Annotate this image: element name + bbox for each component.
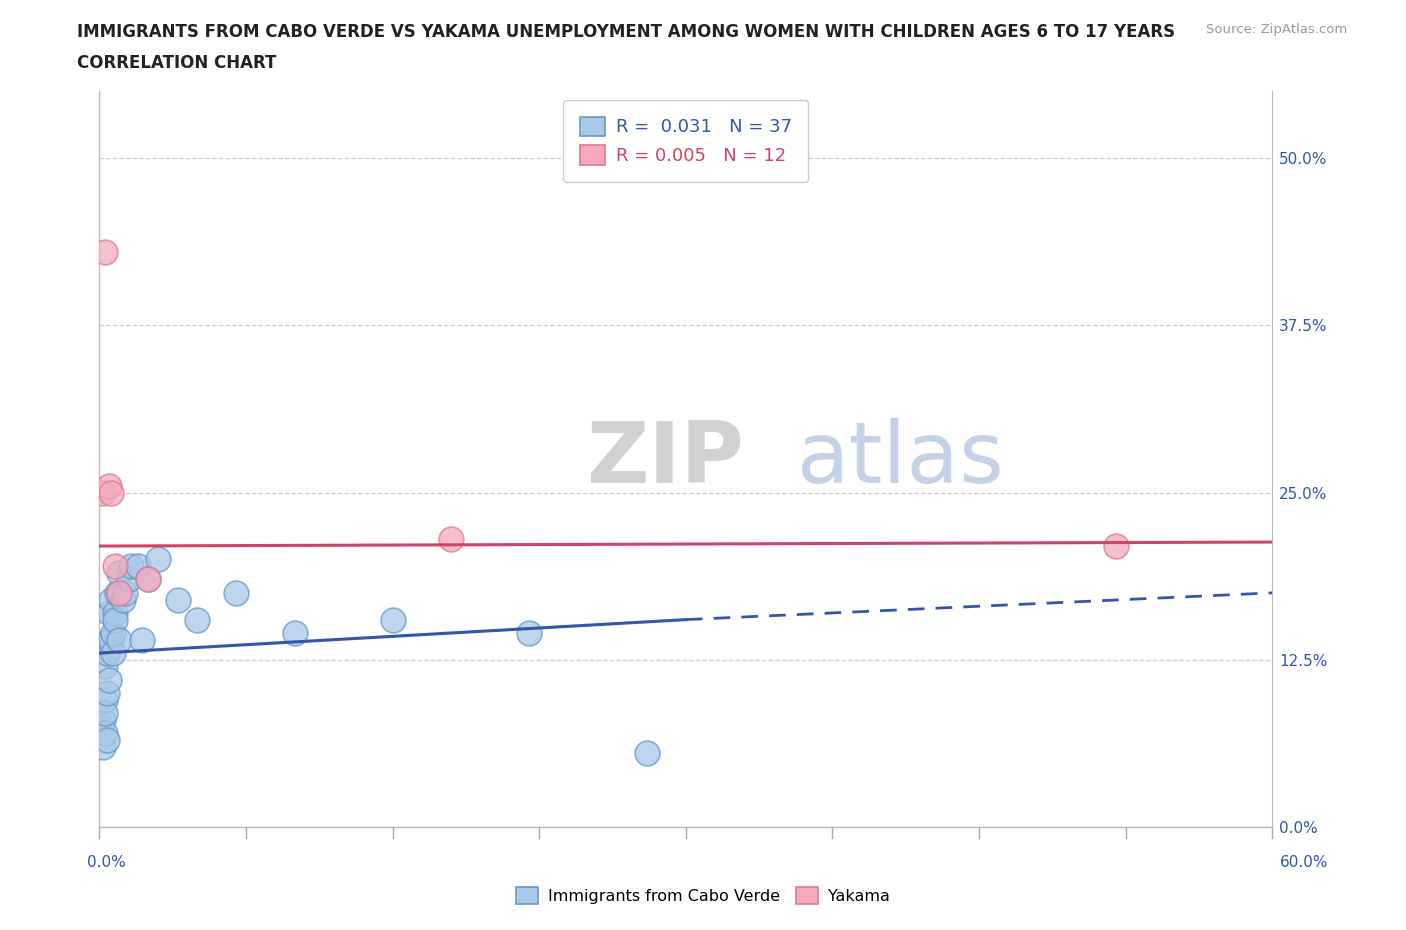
Point [136, 572, 159, 587]
Point [118, 572, 141, 587]
Point [105, 585, 128, 600]
Point [91, 739, 114, 754]
Point [91, 485, 114, 500]
Point [381, 612, 404, 627]
Point [94, 706, 117, 721]
Point [146, 552, 169, 567]
Point [91, 712, 114, 727]
Point [166, 592, 188, 607]
Legend: Immigrants from Cabo Verde, Yakama: Immigrants from Cabo Verde, Yakama [510, 881, 896, 910]
Point [96, 685, 118, 700]
Point [96, 645, 118, 660]
Point [104, 612, 127, 627]
Text: atlas: atlas [797, 418, 1005, 500]
Point [108, 585, 131, 600]
Point [519, 626, 541, 641]
Point [100, 632, 122, 647]
Point [101, 645, 124, 660]
Text: 0.0%: 0.0% [87, 855, 127, 870]
Point [114, 585, 136, 600]
Point [94, 726, 117, 741]
Point [104, 605, 127, 620]
Text: ZIP: ZIP [586, 418, 744, 500]
Point [100, 592, 122, 607]
Text: 60.0%: 60.0% [1281, 855, 1329, 870]
Point [94, 659, 117, 674]
Text: IMMIGRANTS FROM CABO VERDE VS YAKAMA UNEMPLOYMENT AMONG WOMEN WITH CHILDREN AGES: IMMIGRANTS FROM CABO VERDE VS YAKAMA UNE… [77, 23, 1175, 41]
Point [136, 572, 159, 587]
Point [284, 626, 307, 641]
Point [127, 559, 149, 574]
Point [98, 605, 121, 620]
Point [186, 612, 208, 627]
Point [101, 626, 124, 641]
Point [94, 245, 117, 259]
Text: CORRELATION CHART: CORRELATION CHART [77, 54, 277, 72]
Point [1105, 538, 1128, 553]
Point [108, 565, 131, 580]
Point [96, 733, 118, 748]
Point [636, 746, 658, 761]
Point [225, 585, 247, 600]
Point [440, 532, 463, 547]
Point [98, 632, 121, 647]
Point [98, 672, 121, 687]
Point [100, 485, 122, 500]
Text: Source: ZipAtlas.com: Source: ZipAtlas.com [1206, 23, 1347, 36]
Point [90, 719, 112, 734]
Legend: R =  0.031   N = 37, R = 0.005   N = 12: R = 0.031 N = 37, R = 0.005 N = 12 [564, 100, 808, 181]
Point [120, 559, 142, 574]
Point [104, 559, 127, 574]
Point [111, 592, 134, 607]
Point [108, 632, 131, 647]
Point [94, 693, 117, 708]
Point [131, 632, 153, 647]
Point [98, 478, 121, 493]
